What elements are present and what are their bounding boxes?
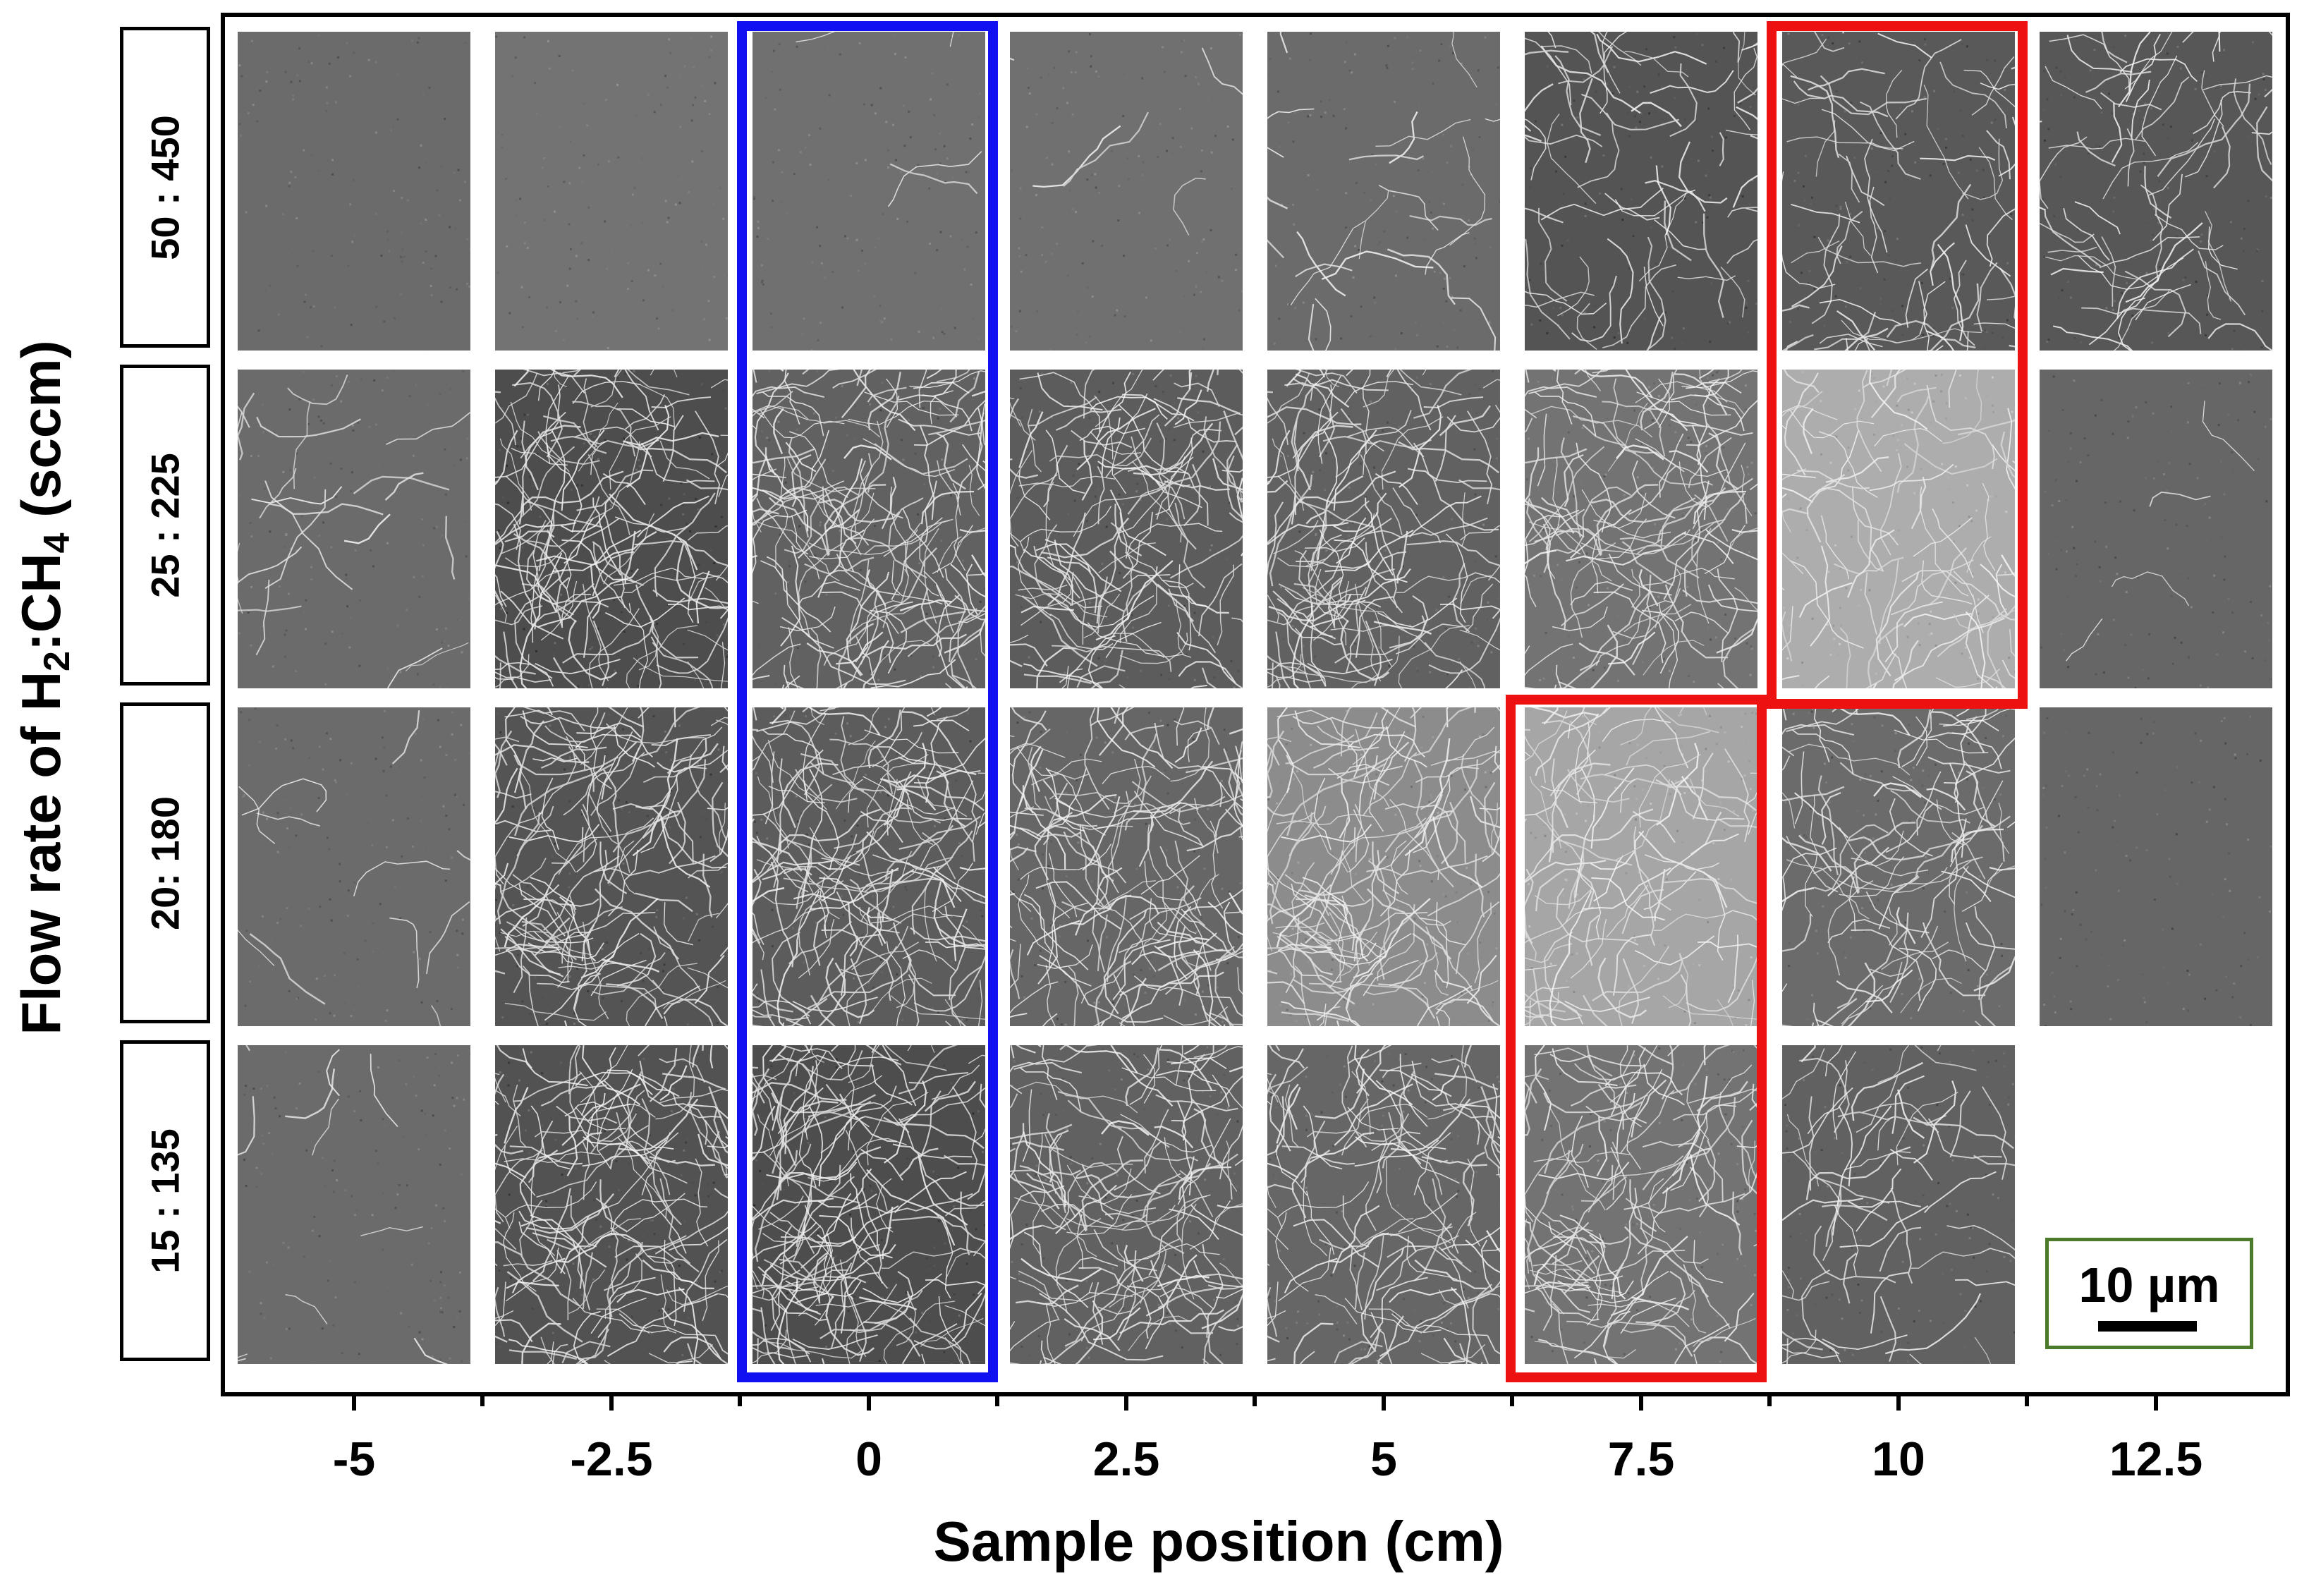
row-label-25-225: 25 : 225 xyxy=(120,365,210,686)
sem-image-tile xyxy=(238,1045,470,1364)
sem-image-tile xyxy=(238,707,470,1026)
row-label-50-450: 50 : 450 xyxy=(120,27,210,348)
x-axis-tick xyxy=(352,1396,356,1411)
x-axis-tick xyxy=(1382,1396,1386,1411)
x-axis-minor-tick xyxy=(1510,1396,1514,1406)
x-axis-minor-tick xyxy=(738,1396,742,1406)
sem-image-tile xyxy=(1525,1045,1757,1364)
x-axis-tick-label: 0 xyxy=(855,1432,882,1486)
x-axis-tick-label: 5 xyxy=(1370,1432,1397,1486)
highlight-box-red-lower xyxy=(1506,695,1767,1382)
sem-image-tile xyxy=(753,1045,985,1364)
sem-image-tile xyxy=(1267,370,1500,688)
row-label-15-135: 15 : 135 xyxy=(120,1040,210,1361)
sem-image-tile xyxy=(1782,370,2015,688)
sem-image-tile xyxy=(2040,707,2272,1026)
x-axis-tick xyxy=(609,1396,614,1411)
sem-image-tile xyxy=(753,370,985,688)
x-axis-tick-label: -2.5 xyxy=(570,1432,653,1486)
sem-image-tile xyxy=(1267,707,1500,1026)
highlight-box-blue xyxy=(737,21,998,1382)
sem-image-tile xyxy=(1267,32,1500,351)
sem-image-tile xyxy=(1782,1045,2015,1364)
x-axis-minor-tick xyxy=(995,1396,999,1406)
sem-image-tile xyxy=(1525,370,1757,688)
sem-image-tile xyxy=(1782,32,2015,351)
x-axis-tick-label: 7.5 xyxy=(1607,1432,1675,1486)
scale-bar-line xyxy=(2098,1321,2197,1332)
x-axis-tick xyxy=(2154,1396,2158,1411)
x-axis-tick-label: 10 xyxy=(1872,1432,1925,1486)
sem-image-tile xyxy=(753,707,985,1026)
sem-image-tile xyxy=(1525,32,1757,351)
x-axis-tick xyxy=(1639,1396,1643,1411)
sem-image-tile xyxy=(1010,370,1243,688)
x-axis-minor-tick xyxy=(480,1396,485,1406)
sem-image-tile xyxy=(495,1045,728,1364)
sem-image-tile xyxy=(1525,707,1757,1026)
sem-image-tile xyxy=(495,32,728,351)
x-axis-minor-tick xyxy=(1253,1396,1257,1406)
sem-image-tile xyxy=(2040,32,2272,351)
scale-bar-label: 10 µm xyxy=(2078,1257,2220,1312)
sem-image-tile xyxy=(1010,1045,1243,1364)
highlight-box-red-upper xyxy=(1767,21,2028,709)
row-label-20-180: 20: 180 xyxy=(120,702,210,1023)
sem-image-tile xyxy=(495,370,728,688)
sem-image-tile xyxy=(2040,370,2272,688)
sem-image-tile xyxy=(1267,1045,1500,1364)
sem-image-tile xyxy=(495,707,728,1026)
x-axis-tick-label: 2.5 xyxy=(1092,1432,1160,1486)
x-axis-minor-tick xyxy=(2025,1396,2029,1406)
sem-image-tile xyxy=(1782,707,2015,1026)
y-axis-title: Flow rate of H2:CH4 (sccm) xyxy=(10,340,78,1035)
x-axis-minor-tick xyxy=(1767,1396,1772,1406)
x-axis-title: Sample position (cm) xyxy=(933,1510,1504,1573)
sem-image-tile xyxy=(1010,707,1243,1026)
x-axis-tick-label: 12.5 xyxy=(2109,1432,2203,1486)
sem-image-tile xyxy=(238,32,470,351)
sem-image-tile xyxy=(1010,32,1243,351)
sem-image-tile xyxy=(753,32,985,351)
sem-image-tile xyxy=(238,370,470,688)
x-axis-tick xyxy=(867,1396,871,1411)
x-axis-tick xyxy=(1124,1396,1128,1411)
x-axis-tick xyxy=(1896,1396,1901,1411)
x-axis-tick-label: -5 xyxy=(332,1432,376,1486)
scale-bar: 10 µm xyxy=(2045,1238,2253,1349)
